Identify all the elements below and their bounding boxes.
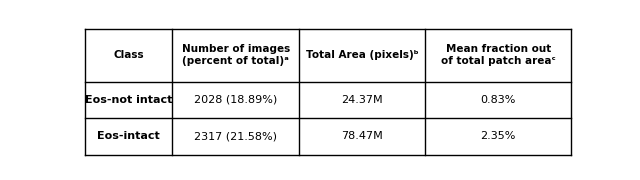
Text: 0.83%: 0.83% bbox=[481, 95, 516, 105]
Text: 2028 (18.89%): 2028 (18.89%) bbox=[194, 95, 277, 105]
Text: 2317 (21.58%): 2317 (21.58%) bbox=[194, 131, 277, 141]
Text: 24.37M: 24.37M bbox=[341, 95, 383, 105]
Text: Eos-intact: Eos-intact bbox=[97, 131, 160, 141]
Text: Eos-not intact: Eos-not intact bbox=[85, 95, 172, 105]
Text: 2.35%: 2.35% bbox=[481, 131, 516, 141]
Text: 78.47M: 78.47M bbox=[341, 131, 383, 141]
Text: Total Area (pixels)ᵇ: Total Area (pixels)ᵇ bbox=[306, 50, 419, 60]
Text: Class: Class bbox=[113, 50, 144, 60]
Text: Number of images
(percent of total)ᵃ: Number of images (percent of total)ᵃ bbox=[182, 44, 290, 66]
Text: Mean fraction out
of total patch areaᶜ: Mean fraction out of total patch areaᶜ bbox=[441, 44, 556, 66]
